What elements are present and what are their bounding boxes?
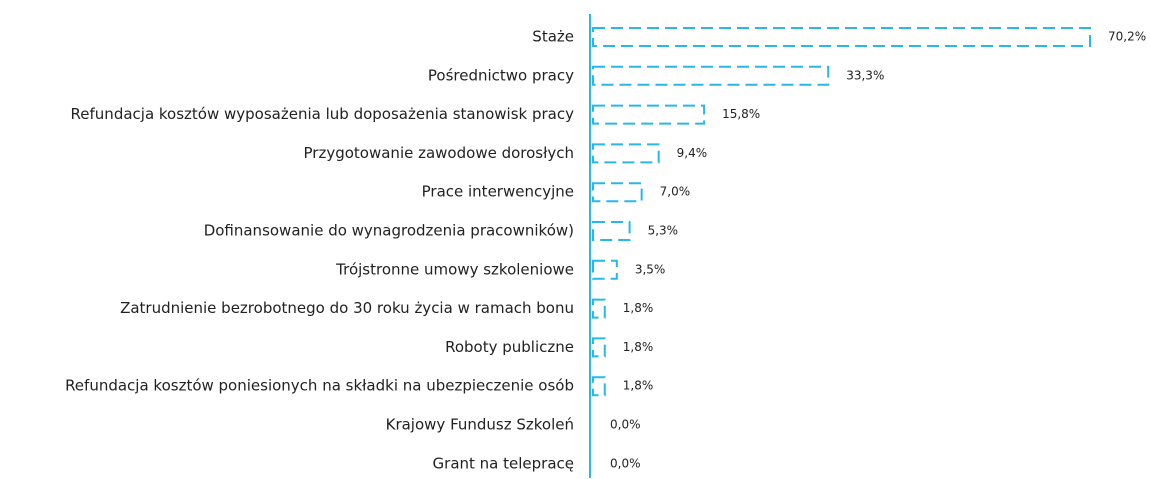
bar [592, 298, 606, 319]
value-label: 3,5% [635, 262, 666, 276]
category-label: Grant na telepracę [433, 454, 574, 472]
category-label: Przygotowanie zawodowe dorosłych [304, 144, 574, 162]
value-label: 0,0% [610, 456, 641, 470]
bar [592, 104, 706, 125]
value-label: 1,8% [623, 340, 654, 354]
value-label: 1,8% [623, 379, 654, 393]
bar [592, 65, 830, 86]
bar [592, 376, 606, 397]
bar [592, 143, 660, 164]
category-label: Pośrednictwo pracy [428, 66, 574, 84]
bar [592, 182, 643, 203]
category-label: Staże [532, 28, 574, 46]
value-label: 9,4% [677, 146, 708, 160]
value-label: 15,8% [722, 107, 760, 121]
bar [592, 259, 618, 280]
category-label: Refundacja kosztów wyposażenia lub dopos… [71, 105, 575, 123]
bar [592, 221, 631, 241]
value-label: 0,0% [610, 418, 641, 432]
category-label: Dofinansowanie do wynagrodzenia pracowni… [204, 222, 574, 240]
bar [592, 27, 1091, 47]
value-label: 70,2% [1108, 30, 1146, 44]
category-label: Trójstronne umowy szkoleniowe [335, 260, 574, 278]
category-label: Krajowy Fundusz Szkoleń [386, 416, 574, 434]
value-label: 7,0% [660, 185, 691, 199]
category-label: Refundacja kosztów poniesionych na skład… [65, 377, 574, 395]
category-label: Zatrudnienie bezrobotnego do 30 roku życ… [120, 299, 574, 317]
value-label: 1,8% [623, 301, 654, 315]
value-label: 33,3% [846, 68, 884, 82]
bar [592, 337, 606, 358]
category-label: Roboty publiczne [445, 338, 574, 356]
category-label: Prace interwencyjne [422, 183, 574, 201]
value-label: 5,3% [648, 224, 679, 238]
